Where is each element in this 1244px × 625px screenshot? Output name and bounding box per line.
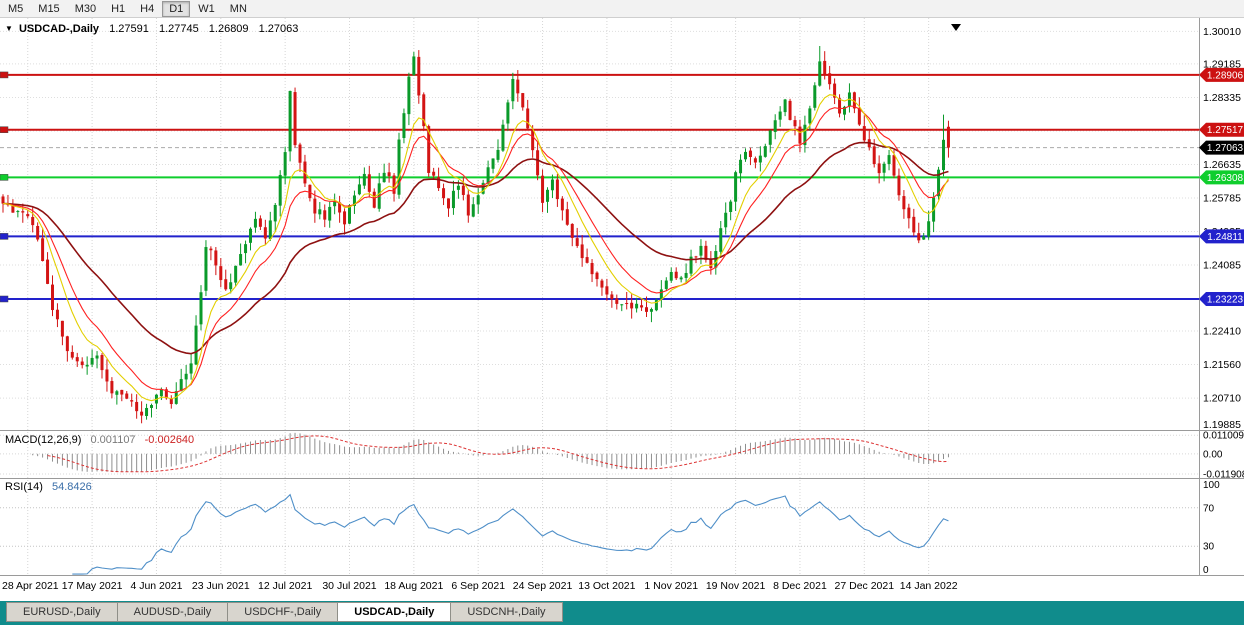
svg-text:8 Dec 2021: 8 Dec 2021 — [773, 580, 827, 592]
svg-text:1.19885: 1.19885 — [1203, 419, 1241, 431]
macd-indicator-label: MACD(12,26,9) 0.001107 -0.002640 — [5, 434, 194, 446]
tab-eurusd-daily[interactable]: EURUSD-,Daily — [6, 602, 118, 622]
svg-text:1.27063: 1.27063 — [1207, 143, 1244, 154]
svg-text:1.24085: 1.24085 — [1203, 260, 1241, 272]
svg-text:1.22410: 1.22410 — [1203, 326, 1241, 338]
svg-text:70: 70 — [1203, 503, 1215, 514]
svg-text:17 May 2021: 17 May 2021 — [62, 580, 123, 592]
svg-text:1.27517: 1.27517 — [1207, 125, 1244, 136]
svg-text:14 Jan 2022: 14 Jan 2022 — [900, 580, 958, 592]
svg-text:19 Nov 2021: 19 Nov 2021 — [706, 580, 766, 592]
svg-text:1.30010: 1.30010 — [1203, 26, 1241, 38]
svg-text:24 Sep 2021: 24 Sep 2021 — [513, 580, 573, 592]
macd-signal-value: -0.002640 — [144, 434, 195, 446]
svg-text:1.24811: 1.24811 — [1207, 232, 1243, 243]
chart-canvas[interactable]: 1.300101.291851.283351.274851.266351.257… — [0, 18, 1244, 601]
svg-text:30 Jul 2021: 30 Jul 2021 — [322, 580, 376, 592]
timeframe-button-h4[interactable]: H4 — [140, 2, 155, 15]
svg-text:1.23223: 1.23223 — [1207, 294, 1244, 305]
candles-layer — [1, 45, 950, 424]
svg-text:13 Oct 2021: 13 Oct 2021 — [578, 580, 635, 592]
rsi-pane-layer — [72, 493, 949, 575]
bar-shift-marker-icon[interactable] — [951, 24, 961, 31]
chart-tab-bar: EURUSD-,Daily AUDUSD-,Daily USDCHF-,Daily U… — [0, 601, 1244, 625]
svg-text:12 Jul 2021: 12 Jul 2021 — [258, 580, 312, 592]
ohlc-high: 1.27745 — [158, 23, 199, 35]
rsi-value: 54.8426 — [51, 481, 92, 493]
svg-text:0.011009: 0.011009 — [1203, 431, 1244, 442]
price-chart-svg: 1.300101.291851.283351.274851.266351.257… — [0, 18, 1244, 601]
tab-usdchf-daily[interactable]: USDCHF-,Daily — [228, 602, 339, 622]
svg-text:18 Aug 2021: 18 Aug 2021 — [384, 580, 443, 592]
rsi-name: RSI(14) — [5, 481, 43, 493]
ohlc-close: 1.27063 — [258, 23, 299, 35]
timeframe-button-d1[interactable]: D1 — [162, 0, 191, 17]
svg-text:1.26308: 1.26308 — [1207, 173, 1244, 184]
ohlc-open: 1.27591 — [109, 23, 149, 35]
timeframe-button-m30[interactable]: M30 — [74, 2, 97, 15]
svg-text:27 Dec 2021: 27 Dec 2021 — [835, 580, 895, 592]
indicator-dropdown-icon[interactable]: ▼ — [5, 24, 13, 33]
timeframe-button-mn[interactable]: MN — [229, 2, 247, 15]
svg-text:1.28335: 1.28335 — [1203, 92, 1241, 104]
svg-text:28 Apr 2021: 28 Apr 2021 — [2, 580, 59, 592]
chart-title: ▼ USDCAD-,Daily 1.27591 1.27745 1.26809 … — [5, 23, 298, 35]
svg-text:23 Jun 2021: 23 Jun 2021 — [192, 580, 250, 592]
svg-text:4 Jun 2021: 4 Jun 2021 — [130, 580, 182, 592]
timeframe-button-m15[interactable]: M15 — [38, 2, 60, 15]
svg-text:-0.011908: -0.011908 — [1203, 469, 1244, 480]
tab-usdcnh-daily[interactable]: USDCNH-,Daily — [451, 602, 563, 622]
svg-text:6 Sep 2021: 6 Sep 2021 — [451, 580, 505, 592]
tab-usdcad-daily[interactable]: USDCAD-,Daily — [338, 602, 452, 622]
svg-text:1.21560: 1.21560 — [1203, 359, 1241, 371]
rsi-indicator-label: RSI(14) 54.8426 — [5, 481, 92, 493]
timeframe-button-h1[interactable]: H1 — [111, 2, 126, 15]
chart-symbol-label: USDCAD-,Daily — [18, 23, 100, 35]
svg-text:0.00: 0.00 — [1203, 449, 1223, 460]
svg-text:1.28906: 1.28906 — [1207, 70, 1244, 81]
timeframe-button-w1[interactable]: W1 — [198, 2, 215, 15]
timeframe-toolbar: M5 M15 M30 H1 H4 D1 W1 MN — [0, 0, 1244, 18]
svg-text:1 Nov 2021: 1 Nov 2021 — [644, 580, 698, 592]
moving-averages-layer — [2, 94, 949, 402]
ohlc-low: 1.26809 — [208, 23, 249, 35]
price-level-tags: 1.28906 1.27517 1.26308 1.24811 1.23223 1.270… — [0, 67, 1244, 306]
svg-text:1.20710: 1.20710 — [1203, 393, 1241, 405]
timeframe-button-m5[interactable]: M5 — [8, 2, 24, 15]
macd-main-value: 0.001107 — [90, 434, 136, 446]
svg-text:1.29185: 1.29185 — [1203, 58, 1241, 70]
macd-pane-layer — [32, 432, 949, 473]
grid-layer — [0, 18, 1199, 575]
pane-separators[interactable] — [0, 18, 1244, 576]
svg-text:100: 100 — [1203, 480, 1220, 491]
tab-audusd-daily[interactable]: AUDUSD-,Daily — [117, 602, 229, 622]
svg-text:30: 30 — [1203, 542, 1215, 553]
svg-text:1.26635: 1.26635 — [1203, 159, 1241, 171]
date-axis[interactable]: 28 Apr 2021 17 May 2021 4 Jun 2021 23 Jun 2… — [2, 580, 958, 592]
macd-name: MACD(12,26,9) — [5, 434, 82, 446]
svg-text:1.25785: 1.25785 — [1203, 192, 1241, 204]
svg-text:0: 0 — [1203, 565, 1209, 576]
